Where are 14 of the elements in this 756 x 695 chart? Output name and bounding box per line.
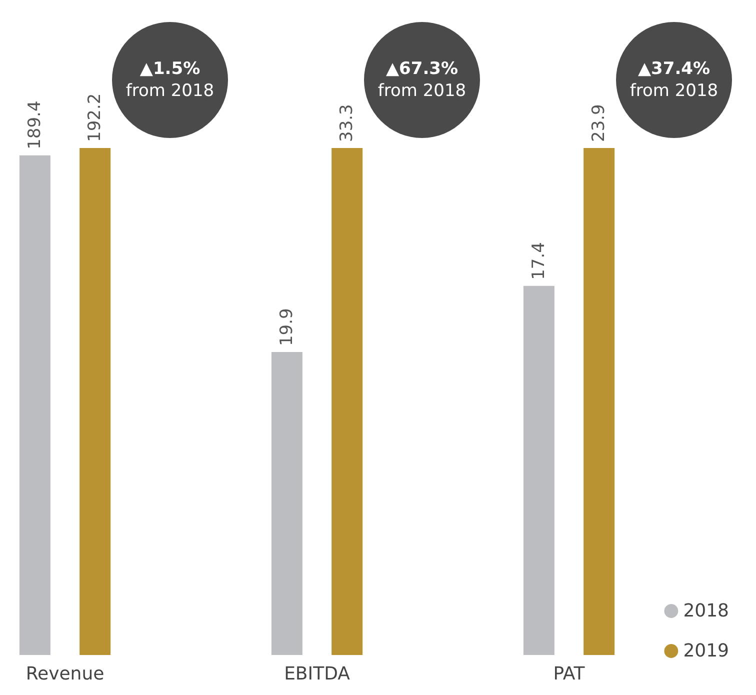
- data-label: 17.4: [528, 242, 549, 280]
- legend-label: 2019: [683, 640, 730, 662]
- data-label: 189.4: [24, 100, 45, 150]
- x-tick-label: EBITDA: [284, 664, 351, 684]
- x-tick-label: Revenue: [26, 664, 104, 684]
- data-label: 23.9: [589, 104, 610, 142]
- data-label: 19.9: [276, 308, 297, 346]
- data-label: 192.2: [85, 93, 106, 142]
- circle-badge: ▲37.4% from 2018: [616, 22, 732, 138]
- circle-badge: ▲67.3% from 2018: [364, 22, 480, 138]
- circle-badge: ▲1.5% from 2018: [112, 22, 228, 138]
- data-label: 33.3: [337, 104, 358, 142]
- legend-label: 2018: [683, 600, 730, 622]
- x-tick-label: PAT: [553, 664, 586, 684]
